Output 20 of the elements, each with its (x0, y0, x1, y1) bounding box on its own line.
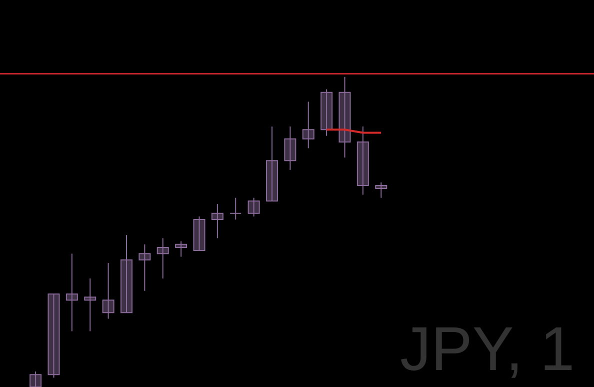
candlestick (120, 234, 132, 314)
candlestick (175, 240, 188, 258)
candlestick (302, 101, 314, 149)
candlestick (375, 182, 388, 198)
candlestick (338, 76, 351, 158)
candlestick (84, 278, 96, 332)
candlestick (211, 204, 224, 239)
candlestick (156, 238, 169, 279)
candlestick (138, 244, 151, 292)
candlestick (356, 126, 369, 196)
candlestick (66, 253, 78, 332)
candlestick (320, 88, 333, 136)
candlestick (102, 262, 114, 320)
candlestick (230, 197, 242, 220)
candlestick (193, 216, 206, 252)
candlestick (248, 197, 260, 217)
candlestick (30, 370, 42, 387)
candlestick (284, 126, 296, 170)
candlestick (266, 126, 278, 202)
candlestick (48, 293, 60, 378)
